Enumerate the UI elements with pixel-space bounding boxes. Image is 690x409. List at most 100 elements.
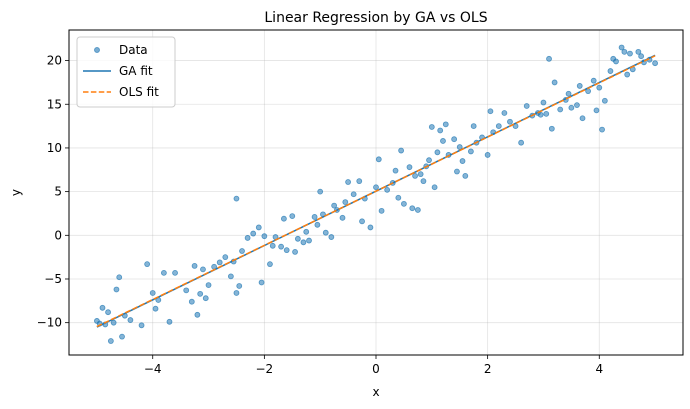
x-tick-label: 0 bbox=[372, 362, 380, 376]
y-tick-label: 5 bbox=[54, 185, 62, 199]
data-point bbox=[113, 286, 120, 293]
data-point bbox=[306, 237, 312, 244]
data-point bbox=[621, 48, 628, 55]
data-point bbox=[398, 147, 405, 154]
y-tick-label: −5 bbox=[44, 272, 62, 286]
data-point bbox=[574, 102, 580, 109]
data-point bbox=[470, 123, 477, 130]
data-point bbox=[200, 266, 206, 273]
data-point bbox=[356, 178, 363, 185]
data-point bbox=[442, 121, 449, 128]
data-point bbox=[127, 317, 134, 323]
y-tick-label: 15 bbox=[47, 97, 62, 111]
legend-box bbox=[76, 36, 176, 108]
data-point bbox=[638, 53, 645, 60]
data-point bbox=[613, 58, 619, 65]
data-point bbox=[384, 186, 391, 193]
data-point bbox=[565, 90, 572, 97]
data-point bbox=[119, 333, 125, 340]
data-point bbox=[116, 274, 123, 281]
data-point bbox=[546, 55, 552, 62]
data-point bbox=[110, 319, 117, 326]
data-point bbox=[507, 118, 513, 125]
x-tick-label: 2 bbox=[484, 362, 492, 376]
data-point bbox=[409, 205, 416, 212]
y-axis-label: y bbox=[9, 189, 23, 196]
data-point bbox=[627, 50, 633, 57]
data-point bbox=[339, 214, 346, 221]
data-point bbox=[345, 179, 351, 185]
data-point bbox=[537, 111, 544, 118]
data-point bbox=[188, 298, 195, 305]
data-point bbox=[484, 152, 491, 158]
data-point bbox=[495, 123, 502, 130]
y-tick-label: 10 bbox=[47, 141, 62, 155]
data-point bbox=[437, 127, 444, 134]
data-point bbox=[375, 156, 382, 163]
data-point bbox=[462, 173, 469, 179]
data-point bbox=[149, 290, 156, 296]
y-tick-label: 0 bbox=[54, 228, 62, 242]
y-tick-label: 20 bbox=[47, 54, 62, 68]
data-point bbox=[417, 171, 424, 178]
data-point bbox=[166, 318, 173, 325]
x-tick-label: −2 bbox=[256, 362, 274, 376]
data-point bbox=[593, 107, 600, 114]
data-point bbox=[244, 235, 251, 241]
data-point bbox=[576, 83, 583, 89]
data-point bbox=[144, 261, 151, 268]
data-point bbox=[548, 125, 555, 132]
data-point bbox=[292, 249, 298, 255]
data-point bbox=[367, 224, 374, 231]
x-tick-label: −4 bbox=[144, 362, 162, 376]
legend: Data GA fit OLS fit bbox=[76, 36, 176, 108]
data-point bbox=[294, 235, 301, 242]
data-point bbox=[255, 224, 262, 231]
data-point bbox=[280, 215, 287, 222]
x-tick-label: 4 bbox=[595, 362, 603, 376]
data-point bbox=[152, 305, 159, 312]
data-point bbox=[289, 213, 296, 219]
data-point bbox=[459, 158, 466, 164]
data-point bbox=[373, 184, 379, 191]
data-point bbox=[331, 202, 338, 209]
x-axis-label: x bbox=[372, 385, 379, 399]
data-point bbox=[183, 287, 190, 294]
data-point bbox=[172, 269, 178, 276]
data-point bbox=[328, 234, 335, 240]
data-point bbox=[456, 144, 463, 150]
data-point bbox=[426, 157, 432, 164]
data-point bbox=[300, 239, 307, 246]
data-point bbox=[236, 283, 243, 289]
data-point bbox=[261, 233, 268, 240]
data-point bbox=[278, 243, 285, 250]
data-point bbox=[624, 71, 631, 78]
data-point bbox=[420, 178, 427, 185]
data-point bbox=[451, 136, 458, 143]
data-point bbox=[160, 269, 167, 276]
data-point bbox=[250, 230, 257, 237]
data-point bbox=[359, 218, 365, 225]
data-point bbox=[618, 44, 625, 51]
data-point bbox=[568, 104, 575, 111]
data-point bbox=[342, 199, 349, 206]
data-point bbox=[222, 254, 229, 261]
data-point bbox=[401, 200, 407, 207]
data-point bbox=[378, 207, 385, 214]
ols-fit-line bbox=[96, 55, 656, 328]
data-point bbox=[540, 99, 547, 106]
legend-data-marker bbox=[94, 47, 100, 53]
data-point bbox=[635, 48, 642, 55]
data-point bbox=[652, 60, 658, 67]
legend-ga-label: GA fit bbox=[119, 64, 153, 78]
axis-ticks: −4 −2 0 2 4 −10 −5 0 5 10 15 20 bbox=[37, 54, 603, 376]
data-point bbox=[258, 279, 265, 286]
data-point bbox=[283, 247, 290, 254]
data-point bbox=[303, 228, 310, 235]
data-point bbox=[543, 110, 550, 117]
data-point bbox=[138, 322, 145, 329]
data-point bbox=[454, 168, 460, 175]
legend-ols-label: OLS fit bbox=[119, 85, 159, 99]
data-point bbox=[392, 167, 399, 174]
